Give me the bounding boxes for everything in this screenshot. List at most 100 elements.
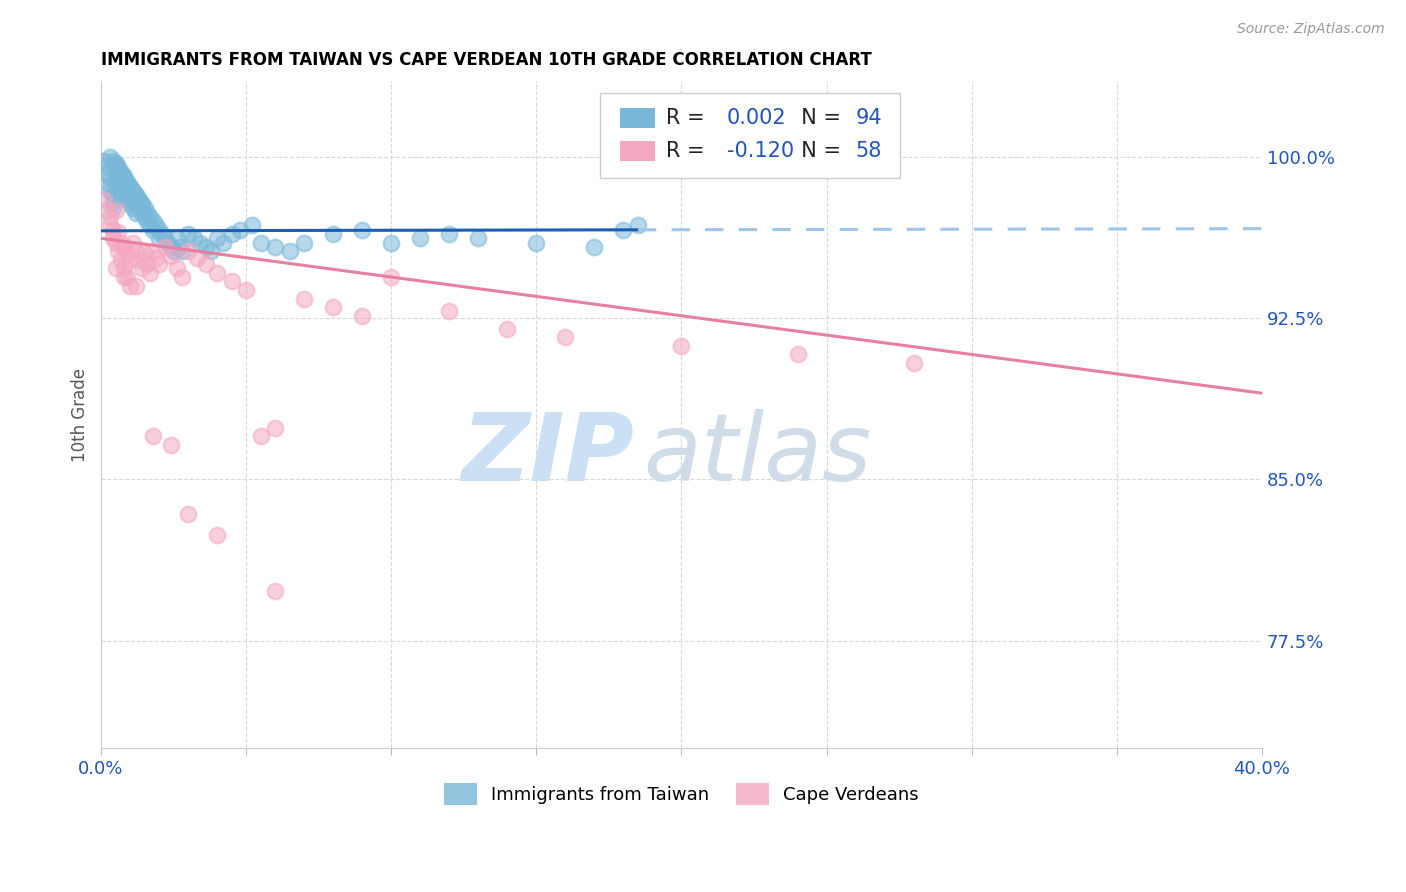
Point xyxy=(101,223,124,237)
Point xyxy=(110,190,132,204)
Point xyxy=(439,304,461,318)
Point xyxy=(166,261,188,276)
Point xyxy=(229,223,252,237)
FancyBboxPatch shape xyxy=(600,93,900,178)
Point xyxy=(172,270,194,285)
Point xyxy=(148,223,170,237)
Point xyxy=(139,219,162,233)
Point xyxy=(115,184,138,198)
Point xyxy=(122,193,145,207)
Point xyxy=(112,171,135,186)
Point xyxy=(136,214,159,228)
Point xyxy=(101,188,124,202)
Point xyxy=(101,201,124,215)
Point xyxy=(98,171,121,186)
Point xyxy=(110,235,132,250)
Legend: Immigrants from Taiwan, Cape Verdeans: Immigrants from Taiwan, Cape Verdeans xyxy=(437,776,927,813)
FancyBboxPatch shape xyxy=(620,141,655,161)
Point xyxy=(205,231,228,245)
Point xyxy=(172,244,194,259)
Point xyxy=(322,227,344,241)
Point xyxy=(120,179,142,194)
Point xyxy=(104,164,127,178)
Text: N =: N = xyxy=(789,141,848,161)
Point xyxy=(150,227,173,241)
Point xyxy=(380,270,402,285)
Point xyxy=(98,150,121,164)
Point xyxy=(159,248,181,262)
Text: 0.002: 0.002 xyxy=(727,108,786,128)
Point xyxy=(110,164,132,178)
Point xyxy=(205,266,228,280)
Point xyxy=(112,169,135,183)
Point xyxy=(148,231,170,245)
Point xyxy=(264,420,287,434)
Point xyxy=(159,240,181,254)
Point xyxy=(101,231,124,245)
Point xyxy=(249,429,271,443)
Point xyxy=(110,252,132,267)
Point xyxy=(139,210,162,224)
Point xyxy=(627,219,650,233)
Point xyxy=(101,194,124,209)
Point xyxy=(554,330,576,344)
FancyBboxPatch shape xyxy=(620,108,655,128)
Point xyxy=(145,219,167,233)
Point xyxy=(145,251,167,265)
Point xyxy=(104,203,127,218)
Point xyxy=(107,178,129,192)
Point xyxy=(104,235,127,250)
Point xyxy=(183,231,205,245)
Point xyxy=(249,235,271,250)
Point xyxy=(125,197,148,211)
Point xyxy=(110,173,132,187)
Point xyxy=(131,261,153,276)
Point xyxy=(107,169,129,183)
Point xyxy=(786,347,808,361)
Point xyxy=(212,235,235,250)
Point xyxy=(136,205,159,219)
Point xyxy=(131,197,153,211)
Point xyxy=(104,182,127,196)
Point xyxy=(104,173,127,187)
Point xyxy=(125,278,148,293)
Point xyxy=(96,167,118,181)
Point xyxy=(583,240,606,254)
Point xyxy=(671,339,693,353)
Point xyxy=(93,193,115,207)
Point xyxy=(115,176,138,190)
Point xyxy=(186,251,208,265)
Point xyxy=(134,210,156,224)
Point xyxy=(148,257,170,271)
Point xyxy=(221,274,243,288)
Point xyxy=(110,167,132,181)
Point xyxy=(115,246,138,260)
Point xyxy=(177,507,200,521)
Point xyxy=(98,184,121,198)
Point xyxy=(112,186,135,201)
Point xyxy=(93,153,115,168)
Point xyxy=(98,219,121,233)
Point xyxy=(107,161,129,175)
Point xyxy=(409,231,432,245)
Point xyxy=(467,231,489,245)
Text: atlas: atlas xyxy=(643,409,872,500)
Point xyxy=(128,193,150,207)
Point xyxy=(128,201,150,215)
Point xyxy=(112,240,135,254)
Point xyxy=(235,283,257,297)
Point xyxy=(96,161,118,175)
Point xyxy=(292,292,315,306)
Point xyxy=(352,309,374,323)
Point xyxy=(142,223,165,237)
Point xyxy=(134,246,156,260)
Point xyxy=(264,240,287,254)
Point xyxy=(122,235,145,250)
Point xyxy=(107,225,129,239)
Text: 58: 58 xyxy=(856,141,882,161)
Point xyxy=(194,240,217,254)
Point xyxy=(322,300,344,314)
Point xyxy=(200,244,222,259)
Point xyxy=(122,184,145,198)
Point xyxy=(98,210,121,224)
